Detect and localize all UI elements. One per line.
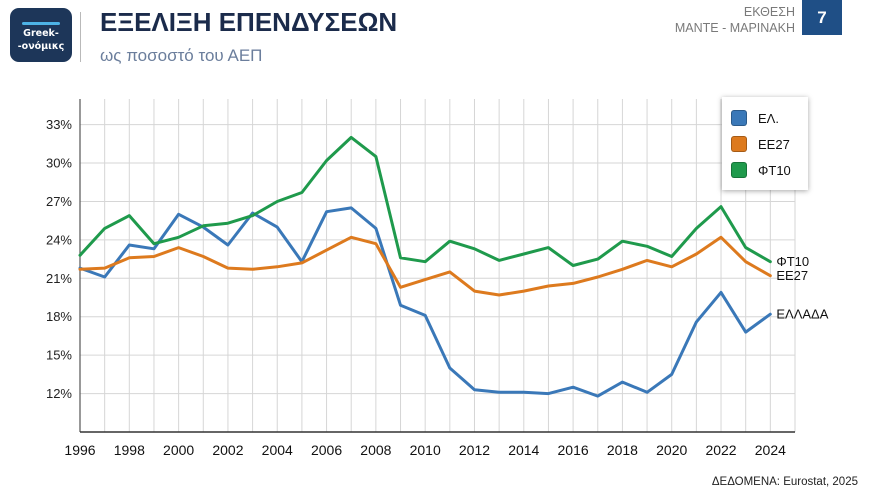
x-tick-label: 2024: [755, 442, 786, 458]
legend-item-ee27: ΕΕ27: [731, 136, 790, 152]
logo-text-line1: Greek-: [23, 28, 59, 39]
y-tick-label: 27%: [46, 194, 72, 209]
report-authors: ΜΑΝΤΕ - ΜΑΡΙΝΑΚΗ: [674, 21, 795, 35]
x-tick-label: 2004: [262, 442, 293, 458]
ft10-end-label: ΦΤ10: [776, 254, 809, 269]
legend-label-ft10: ΦΤ10: [758, 162, 791, 178]
chart-legend: ΕΛ. ΕΕ27 ΦΤ10: [722, 97, 808, 190]
legend-item-el: ΕΛ.: [731, 110, 779, 126]
x-tick-label: 2020: [656, 442, 687, 458]
y-tick-label: 21%: [46, 271, 72, 286]
x-tick-label: 2022: [705, 442, 736, 458]
eu27-end-label: ΕΕ27: [776, 268, 808, 283]
x-tick-label: 1998: [114, 442, 145, 458]
x-tick-label: 2012: [459, 442, 490, 458]
legend-label-el: ΕΛ.: [758, 110, 779, 126]
logo-text-line2: -ονόμικς: [17, 41, 65, 52]
header-divider: [80, 12, 81, 62]
x-tick-label: 2018: [607, 442, 638, 458]
y-tick-label: 12%: [46, 386, 72, 401]
report-label: ΕΚΘΕΣΗ: [743, 5, 795, 19]
chart-title: ΕΞΕΛΙΞΗ ΕΠΕΝΔΥΣΕΩΝ: [100, 7, 398, 37]
eu27-series-line: [78, 235, 772, 297]
y-axis-tick-labels: 12% 15% 18% 21% 24% 27% 30% 33%: [46, 117, 72, 401]
legend-label-ee27: ΕΕ27: [758, 136, 790, 152]
data-source-note: ΔΕΔΟΜΕΝΑ: Eurostat, 2025: [711, 476, 858, 488]
y-tick-label: 30%: [46, 156, 72, 171]
greekonomics-logo: Greek- -ονόμικς: [10, 8, 72, 62]
greece-end-label: ΕΛΛΑΔΑ: [776, 307, 828, 322]
x-tick-label: 1996: [64, 442, 95, 458]
x-tick-label: 2016: [558, 442, 589, 458]
y-tick-label: 15%: [46, 348, 72, 363]
x-tick-label: 2010: [410, 442, 441, 458]
x-tick-label: 2006: [311, 442, 342, 458]
legend-swatch-ft10: [731, 162, 747, 178]
x-tick-label: 2008: [360, 442, 391, 458]
y-tick-label: 33%: [46, 117, 72, 132]
x-tick-label: 2014: [508, 442, 539, 458]
page-number-badge: 7: [802, 0, 842, 35]
legend-swatch-el: [731, 110, 747, 126]
logo-accent-bar: [22, 22, 60, 25]
report-info: ΕΚΘΕΣΗ ΜΑΝΤΕ - ΜΑΡΙΝΑΚΗ: [675, 4, 795, 36]
legend-swatch-ee27: [731, 136, 747, 152]
chart-grid: [79, 99, 796, 432]
y-tick-label: 18%: [46, 309, 72, 324]
ft10-series-line: [78, 135, 772, 267]
greece-series-line: [78, 206, 772, 398]
x-axis-tick-labels: 1996 1998 2000 2002 2004 2006 2008 2010 2012 2014…: [64, 442, 786, 458]
y-tick-label: 24%: [46, 232, 72, 247]
chart-subtitle: ως ποσοστό του ΑΕΠ: [100, 46, 263, 65]
legend-item-ft10: ΦΤ10: [731, 162, 791, 178]
x-tick-label: 2002: [212, 442, 243, 458]
x-tick-label: 2000: [163, 442, 194, 458]
